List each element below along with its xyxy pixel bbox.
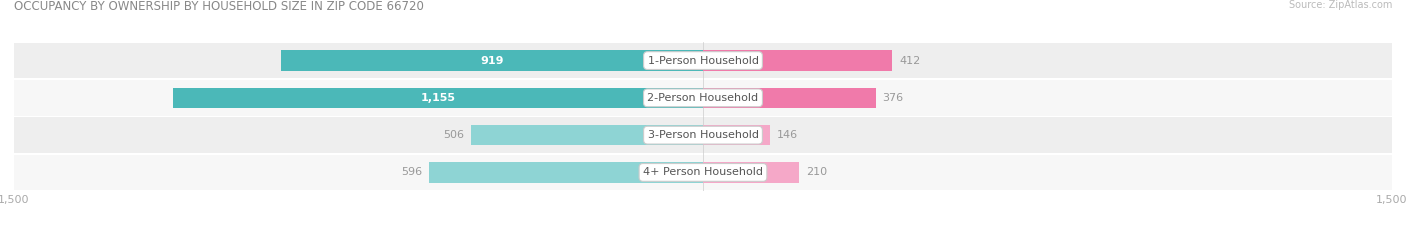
Bar — [14, 43, 1392, 79]
Text: 4+ Person Household: 4+ Person Household — [643, 168, 763, 177]
Bar — [173, 88, 703, 108]
Text: 596: 596 — [401, 168, 422, 177]
Text: 3-Person Household: 3-Person Household — [648, 130, 758, 140]
Text: 2-Person Household: 2-Person Household — [647, 93, 759, 103]
Bar — [703, 125, 770, 145]
Text: 919: 919 — [481, 56, 503, 65]
Bar — [14, 80, 1392, 116]
Text: 1,155: 1,155 — [420, 93, 456, 103]
Bar — [281, 50, 703, 71]
Text: Source: ZipAtlas.com: Source: ZipAtlas.com — [1288, 0, 1392, 10]
Text: 412: 412 — [898, 56, 921, 65]
Bar — [14, 154, 1392, 190]
Text: 376: 376 — [883, 93, 904, 103]
Text: OCCUPANCY BY OWNERSHIP BY HOUSEHOLD SIZE IN ZIP CODE 66720: OCCUPANCY BY OWNERSHIP BY HOUSEHOLD SIZE… — [14, 0, 425, 13]
Text: 1-Person Household: 1-Person Household — [648, 56, 758, 65]
Bar — [471, 125, 703, 145]
Bar — [14, 117, 1392, 153]
Text: 146: 146 — [778, 130, 799, 140]
Bar — [703, 162, 800, 183]
Bar — [703, 88, 876, 108]
Bar — [703, 50, 893, 71]
Text: 210: 210 — [807, 168, 828, 177]
Text: 506: 506 — [443, 130, 464, 140]
Bar — [429, 162, 703, 183]
